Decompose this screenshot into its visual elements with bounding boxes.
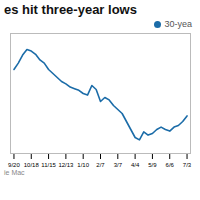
svg-text:2/7: 2/7 — [96, 162, 105, 168]
svg-text:5/9: 5/9 — [148, 162, 157, 168]
svg-text:7/3: 7/3 — [183, 162, 192, 168]
svg-text:10/18: 10/18 — [24, 162, 40, 168]
svg-text:11/15: 11/15 — [41, 162, 56, 168]
html-text:ie Mac: ie Mac — [4, 169, 25, 176]
svg-text:6/6: 6/6 — [166, 162, 175, 168]
html-text:30-yea: 30-yea — [164, 19, 192, 29]
svg-text:9/20: 9/20 — [8, 162, 20, 168]
html-text:es hit three-year lows: es hit three-year lows — [4, 2, 137, 17]
svg-text:1/10: 1/10 — [77, 162, 89, 168]
svg-text:3/7: 3/7 — [114, 162, 123, 168]
svg-text:4/4: 4/4 — [131, 162, 140, 168]
svg-text:12/13: 12/13 — [58, 162, 74, 168]
